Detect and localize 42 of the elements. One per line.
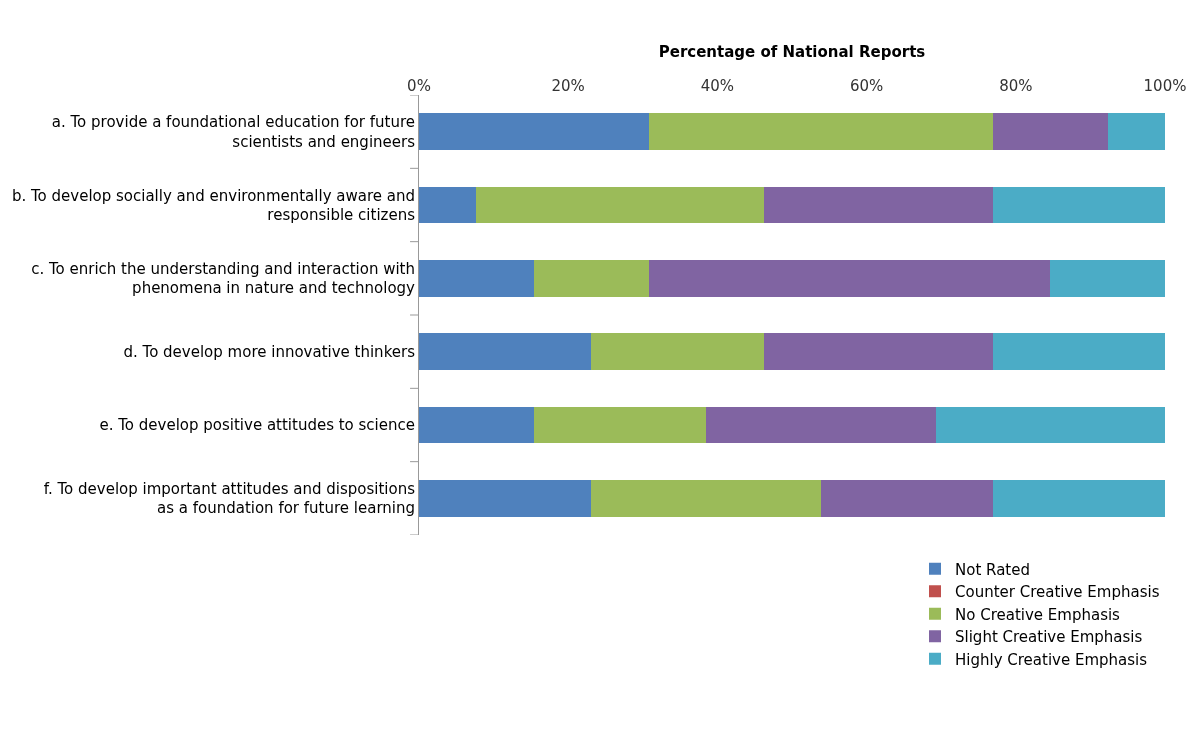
bar <box>591 480 822 517</box>
bar <box>419 260 534 297</box>
bar <box>533 260 649 297</box>
y-tick-label: e. To develop positive attitudes to science <box>99 416 415 435</box>
bar <box>591 333 764 370</box>
bar <box>419 113 649 150</box>
bar <box>476 186 764 224</box>
bar <box>821 480 994 517</box>
bar <box>419 406 534 444</box>
bar <box>648 113 994 150</box>
bar <box>763 333 994 370</box>
x-tick-label: 0% <box>407 77 431 95</box>
legend-label: No Creative Emphasis <box>955 605 1121 624</box>
bar <box>763 186 994 224</box>
bar <box>993 333 1165 370</box>
bar <box>1050 260 1165 297</box>
y-tick-label: a. To provide a foundational education for future scientists and engineers <box>51 113 416 151</box>
legend-label: Highly Creative Emphasis <box>955 650 1148 669</box>
bar <box>993 186 1165 224</box>
bar <box>419 480 592 517</box>
bar <box>935 406 1165 444</box>
bar <box>419 186 477 224</box>
bar <box>419 333 592 370</box>
legend-label: Not Rated <box>955 560 1030 579</box>
x-tick-label: 20% <box>551 77 585 95</box>
y-tick-label: d. To develop more innovative thinkers <box>123 342 416 361</box>
x-tick-label: 40% <box>700 77 735 95</box>
bar <box>648 260 1051 297</box>
bar <box>706 406 936 444</box>
legend-label: Slight Creative Emphasis <box>955 628 1143 647</box>
x-tick-label: 60% <box>849 77 884 95</box>
x-tick-label: 80% <box>999 77 1033 95</box>
bar <box>533 406 707 444</box>
bar <box>1108 113 1165 150</box>
x-axis-title: Percentage of National Reports <box>658 43 926 62</box>
y-tick-label: c. To enrich the understanding and interaction with phenomena in nature and technology <box>31 259 416 298</box>
x-tick-label: 100% <box>1143 77 1187 95</box>
y-tick-label: f. To develop important attitudes and dispositions as a foundation for future learning <box>43 479 416 518</box>
bar <box>993 480 1165 517</box>
y-tick-label: b. To develop socially and environmentally aware and responsible citizens <box>11 186 416 224</box>
legend-label: Counter Creative Emphasis <box>955 583 1160 602</box>
bar <box>993 113 1109 150</box>
